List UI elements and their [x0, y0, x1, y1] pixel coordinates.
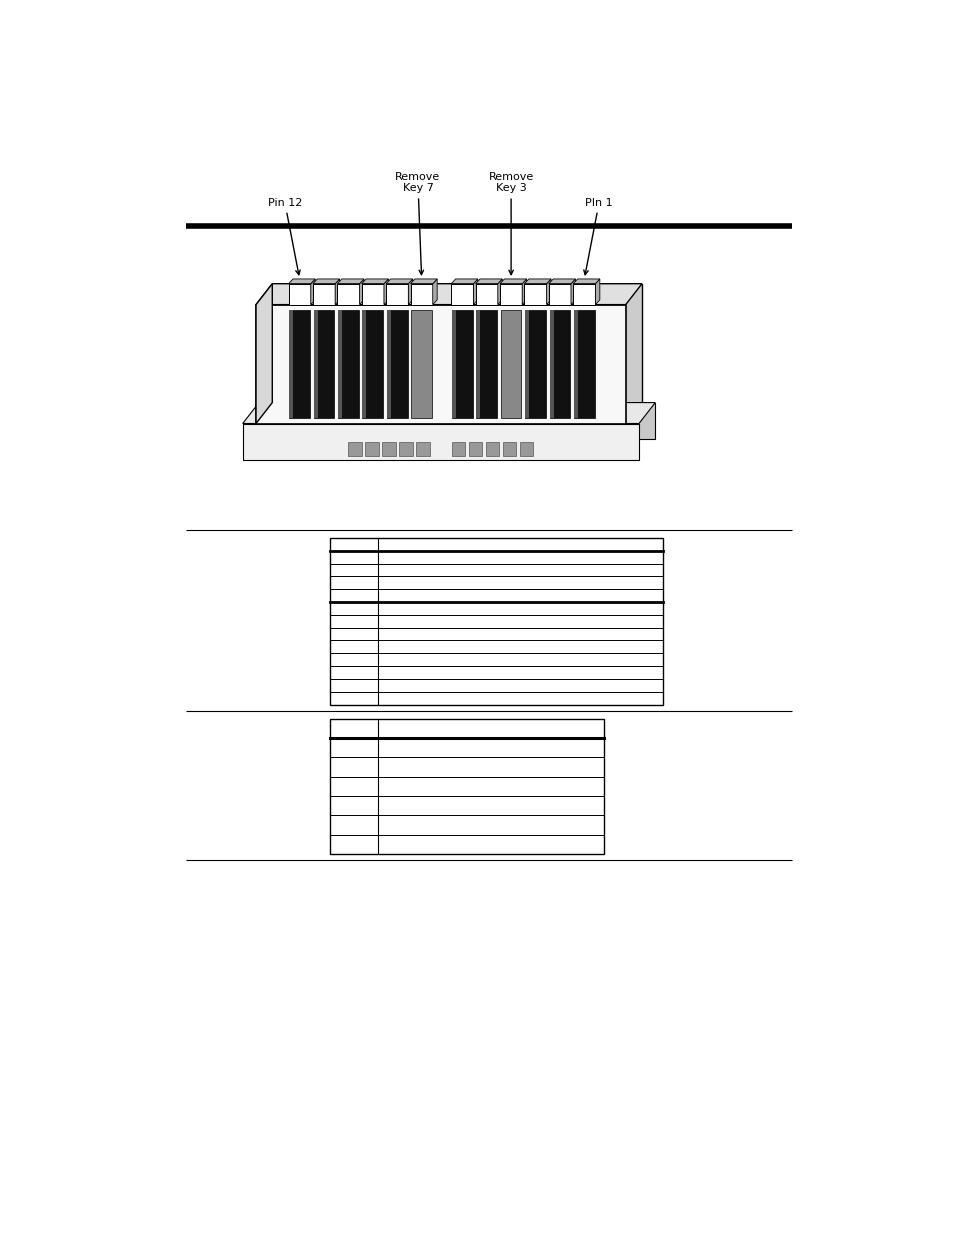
- Polygon shape: [386, 284, 408, 305]
- FancyBboxPatch shape: [502, 442, 516, 456]
- Polygon shape: [573, 284, 595, 305]
- Polygon shape: [313, 279, 339, 284]
- Polygon shape: [255, 305, 625, 424]
- Polygon shape: [573, 279, 599, 284]
- FancyBboxPatch shape: [524, 310, 529, 417]
- Polygon shape: [546, 279, 551, 305]
- FancyBboxPatch shape: [399, 442, 413, 456]
- Polygon shape: [524, 279, 551, 284]
- FancyBboxPatch shape: [524, 310, 545, 417]
- Text: Remove
Key 3: Remove Key 3: [488, 172, 533, 274]
- FancyBboxPatch shape: [476, 310, 497, 417]
- Polygon shape: [410, 279, 436, 284]
- Polygon shape: [242, 424, 639, 459]
- FancyBboxPatch shape: [452, 310, 472, 417]
- Polygon shape: [272, 284, 641, 403]
- Polygon shape: [255, 284, 272, 424]
- Polygon shape: [258, 403, 655, 438]
- Polygon shape: [571, 279, 575, 305]
- FancyBboxPatch shape: [365, 442, 378, 456]
- Polygon shape: [497, 279, 501, 305]
- FancyBboxPatch shape: [387, 310, 407, 417]
- FancyBboxPatch shape: [549, 310, 553, 417]
- FancyBboxPatch shape: [330, 719, 603, 853]
- FancyBboxPatch shape: [452, 310, 456, 417]
- FancyBboxPatch shape: [382, 442, 395, 456]
- Polygon shape: [383, 279, 388, 305]
- FancyBboxPatch shape: [549, 310, 570, 417]
- Polygon shape: [451, 284, 473, 305]
- FancyBboxPatch shape: [330, 538, 662, 704]
- Polygon shape: [255, 284, 641, 305]
- Polygon shape: [361, 284, 383, 305]
- Polygon shape: [524, 284, 546, 305]
- Polygon shape: [548, 284, 571, 305]
- FancyBboxPatch shape: [314, 310, 317, 417]
- Polygon shape: [521, 279, 526, 305]
- FancyBboxPatch shape: [337, 310, 342, 417]
- FancyBboxPatch shape: [348, 442, 361, 456]
- FancyBboxPatch shape: [314, 310, 335, 417]
- Polygon shape: [476, 284, 497, 305]
- Polygon shape: [476, 279, 501, 284]
- FancyBboxPatch shape: [485, 442, 498, 456]
- Text: PIn 1: PIn 1: [583, 198, 612, 274]
- Polygon shape: [288, 284, 311, 305]
- Polygon shape: [433, 279, 436, 305]
- Polygon shape: [595, 279, 599, 305]
- Polygon shape: [311, 279, 314, 305]
- Polygon shape: [337, 279, 364, 284]
- FancyBboxPatch shape: [574, 310, 578, 417]
- FancyBboxPatch shape: [476, 310, 480, 417]
- Polygon shape: [473, 279, 477, 305]
- FancyBboxPatch shape: [416, 442, 430, 456]
- Polygon shape: [548, 279, 575, 284]
- Polygon shape: [288, 279, 314, 284]
- FancyBboxPatch shape: [452, 442, 465, 456]
- Polygon shape: [499, 284, 521, 305]
- FancyBboxPatch shape: [469, 442, 482, 456]
- FancyBboxPatch shape: [500, 310, 521, 417]
- Polygon shape: [361, 279, 388, 284]
- FancyBboxPatch shape: [574, 310, 594, 417]
- Polygon shape: [337, 284, 359, 305]
- Text: Pin 12: Pin 12: [268, 198, 302, 274]
- Polygon shape: [451, 279, 477, 284]
- FancyBboxPatch shape: [387, 310, 391, 417]
- FancyBboxPatch shape: [337, 310, 358, 417]
- FancyBboxPatch shape: [411, 310, 432, 417]
- Polygon shape: [242, 403, 655, 424]
- FancyBboxPatch shape: [362, 310, 383, 417]
- Polygon shape: [313, 284, 335, 305]
- Polygon shape: [499, 279, 526, 284]
- Polygon shape: [410, 284, 433, 305]
- FancyBboxPatch shape: [519, 442, 533, 456]
- Polygon shape: [408, 279, 413, 305]
- Polygon shape: [359, 279, 364, 305]
- Polygon shape: [335, 279, 339, 305]
- Polygon shape: [386, 279, 413, 284]
- Text: Remove
Key 7: Remove Key 7: [395, 172, 440, 274]
- FancyBboxPatch shape: [289, 310, 310, 417]
- FancyBboxPatch shape: [362, 310, 366, 417]
- FancyBboxPatch shape: [289, 310, 293, 417]
